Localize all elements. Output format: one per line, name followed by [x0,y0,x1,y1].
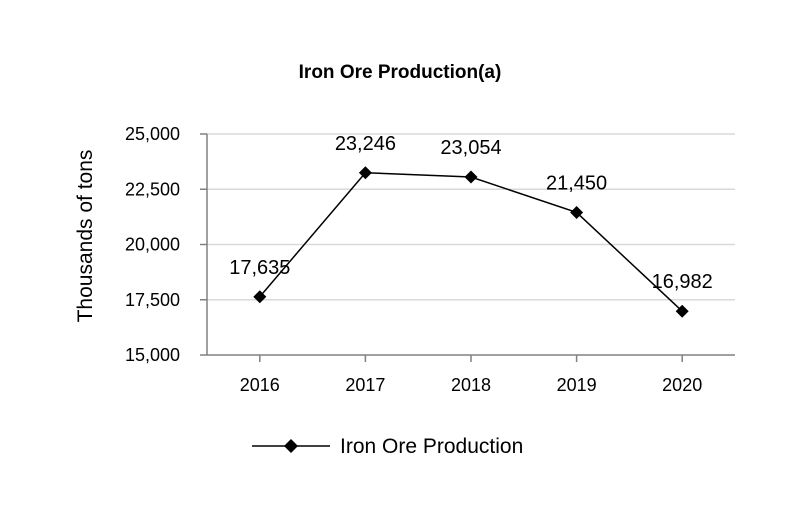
legend-marker [284,439,298,453]
x-tick-label: 2019 [557,375,597,395]
x-tick-labels: 2016 2017 2018 2019 2020 [240,375,702,395]
axes [200,133,735,362]
x-tick-label: 2017 [345,375,385,395]
y-tick-labels: 15,000 17,500 20,000 22,500 25,000 [125,124,180,365]
data-point-marker [464,170,478,184]
data-label: 23,246 [335,133,396,155]
data-label: 16,982 [652,271,713,293]
series-line [259,171,683,312]
data-point-marker [253,290,267,304]
chart-title: Iron Ore Production(a) [298,62,502,83]
legend: Iron Ore Production [252,435,523,458]
data-label: 21,450 [546,172,607,194]
data-label: 23,054 [440,137,501,159]
x-tick-label: 2018 [451,375,491,395]
y-tick-label: 15,000 [125,345,180,365]
legend-label: Iron Ore Production [340,435,523,458]
y-tick-label: 17,500 [125,290,180,310]
y-tick-label: 20,000 [125,235,180,255]
series-iron-ore-production [253,166,689,318]
gridlines [207,133,735,301]
data-label: 17,635 [229,257,290,279]
data-labels: 17,635 23,246 23,054 21,450 16,982 [229,133,713,293]
y-tick-label: 25,000 [125,124,180,144]
x-tick-label: 2020 [662,375,702,395]
data-point-marker [675,304,689,318]
x-tick-label: 2016 [240,375,280,395]
data-point-marker [358,166,372,180]
y-axis-title: Thousands of tons [74,150,97,323]
y-tick-label: 22,500 [125,179,180,199]
data-point-marker [570,205,584,219]
